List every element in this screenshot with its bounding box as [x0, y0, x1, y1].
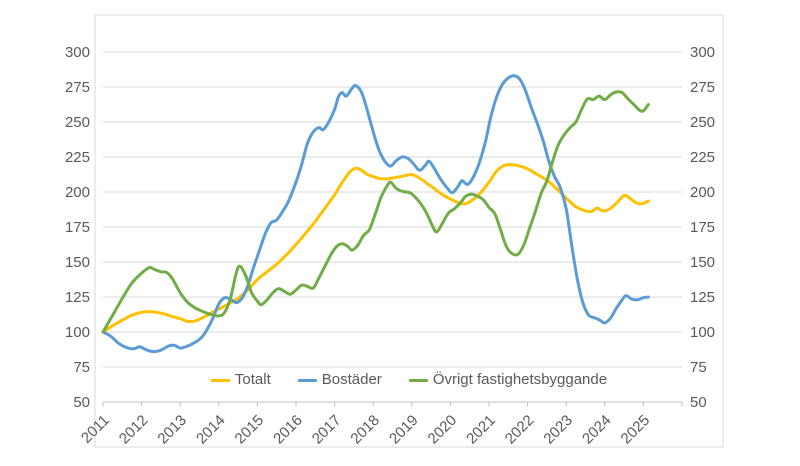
y-axis-right-label: 275 — [690, 79, 715, 96]
y-axis-left-label: 50 — [73, 394, 90, 411]
y-axis-left-label: 300 — [65, 44, 90, 61]
x-axis-year-label: 2025 — [618, 412, 654, 448]
x-axis-year-label: 2022 — [502, 412, 538, 448]
y-axis-right-label: 300 — [690, 44, 715, 61]
y-axis-right-label: 75 — [690, 359, 707, 376]
x-axis-year-label: 2023 — [540, 412, 576, 448]
y-axis-left-label: 275 — [65, 79, 90, 96]
y-axis-right-label: 125 — [690, 289, 715, 306]
y-axis-right-label: 200 — [690, 184, 715, 201]
x-axis-year-label: 2020 — [425, 412, 461, 448]
x-axis-year-label: 2019 — [386, 412, 422, 448]
series-line--vrigt-fastighetsbyggande — [101, 90, 650, 334]
y-axis-right-label: 50 — [690, 394, 707, 411]
x-axis-year-label: 2014 — [193, 412, 229, 448]
y-axis-left-label: 225 — [65, 149, 90, 166]
x-axis-year-label: 2018 — [347, 412, 383, 448]
x-axis-year-label: 2021 — [463, 412, 499, 448]
x-axis-year-label: 2024 — [579, 412, 615, 448]
series-line-totalt — [101, 163, 650, 334]
y-axis-left-label: 150 — [65, 254, 90, 271]
y-axis-left-label: 75 — [73, 359, 90, 376]
y-axis-right-label: 175 — [690, 219, 715, 236]
y-axis-left-label: 250 — [65, 114, 90, 131]
y-axis-right-label: 225 — [690, 149, 715, 166]
x-axis-year-label: 2012 — [116, 412, 152, 448]
y-axis-right-label: 100 — [690, 324, 715, 341]
y-axis-left-label: 200 — [65, 184, 90, 201]
x-axis-year-label: 2013 — [154, 412, 190, 448]
series-line-bost-der — [101, 74, 650, 354]
y-axis-right-label: 250 — [690, 114, 715, 131]
y-axis-left-label: 175 — [65, 219, 90, 236]
y-axis-right-label: 150 — [690, 254, 715, 271]
x-axis-year-label: 2015 — [232, 412, 268, 448]
y-axis-left-label: 125 — [65, 289, 90, 306]
x-axis-year-label: 2017 — [309, 412, 345, 448]
x-axis-year-label: 2016 — [270, 412, 306, 448]
y-axis-left-label: 100 — [65, 324, 90, 341]
chart-area-border — [94, 14, 724, 448]
